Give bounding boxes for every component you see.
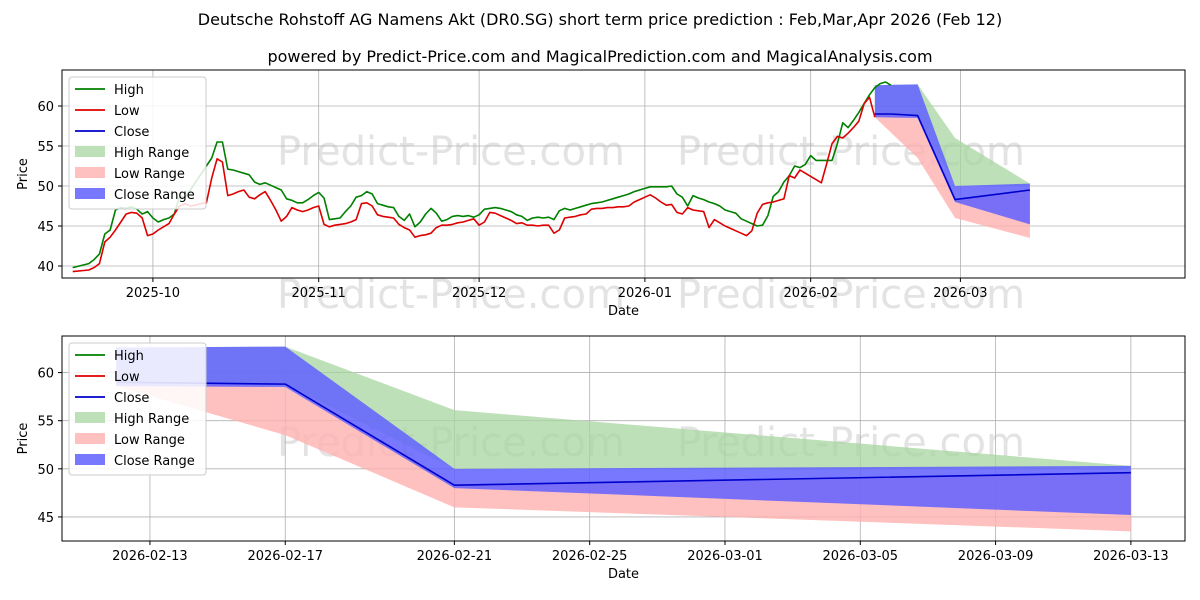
high-series-line — [72, 81, 892, 269]
y-tick-label: 60 — [37, 100, 54, 115]
legend-swatch-high-range — [75, 146, 105, 157]
panel-1: Predict-Price.com Predict-Price.com Predic… — [16, 69, 1186, 319]
axes-frame — [61, 335, 1186, 542]
legend-label-close: Close — [114, 391, 149, 406]
legend-label-low: Low — [114, 370, 140, 385]
x-tick-label: 2025-11 — [292, 286, 346, 301]
x-tick-label: 2026-01 — [618, 286, 672, 301]
legend-label-high: High — [114, 349, 144, 364]
x-tick-label: 2025-10 — [126, 286, 180, 301]
legend-swatch-close-range — [75, 454, 105, 465]
y-tick-label: 45 — [37, 220, 54, 235]
x-axis-label: Date — [608, 567, 639, 582]
y-tick-label: 60 — [37, 367, 54, 382]
x-tick-label: 2026-02-21 — [417, 549, 493, 564]
x-tick-label: 2026-03-05 — [822, 549, 898, 564]
plot-area — [72, 81, 1031, 273]
y-tick-label: 40 — [37, 260, 54, 275]
x-tick-label: 2025-12 — [452, 286, 506, 301]
chart-title-line1: Deutsche Rohstoff AG Namens Akt (DR0.SG)… — [198, 10, 1002, 29]
y-tick-label: 50 — [37, 463, 54, 478]
legend-swatch-low-range — [75, 433, 105, 444]
legend-label-high-range: High Range — [114, 412, 189, 427]
panel-2: Predict-Price.comPredict-Price.com2026-0… — [16, 335, 1186, 582]
axes-frame — [61, 69, 1186, 279]
watermark-text: Predict-Price.com — [277, 272, 625, 318]
close-series-line — [874, 113, 1031, 201]
legend-label-low-range: Low Range — [114, 167, 185, 182]
x-tick-label: 2026-03-13 — [1093, 549, 1169, 564]
legend-label-low: Low — [114, 104, 140, 119]
y-tick-label: 55 — [37, 140, 54, 155]
legend-label-close: Close — [114, 125, 149, 140]
legend-label-close-range: Close Range — [114, 454, 195, 469]
y-axis-label: Price — [16, 423, 31, 455]
legend-label-high-range: High Range — [114, 146, 189, 161]
watermark-text: Predict-Price.com — [677, 272, 1025, 318]
close-range-band — [874, 84, 1030, 225]
chart-title-line2: powered by Predict-Price.com and Magical… — [267, 47, 932, 66]
y-tick-label: 55 — [37, 415, 54, 430]
x-tick-label: 2026-03-01 — [687, 549, 763, 564]
x-tick-label: 2026-03-09 — [958, 549, 1034, 564]
x-tick-label: 2026-02-17 — [247, 549, 323, 564]
legend-swatch-low-range — [75, 167, 105, 178]
x-tick-label: 2026-02 — [784, 286, 838, 301]
legend-swatch-close-range — [75, 188, 105, 199]
low-series-line — [72, 96, 876, 273]
x-tick-label: 2026-03 — [933, 286, 987, 301]
close-range-band — [116, 346, 1131, 516]
x-tick-label: 2026-02-25 — [552, 549, 628, 564]
legend: High Low Close High Range Low Range Close Ran… — [68, 76, 207, 210]
legend: High Low Close High Range Low Range Close Ran… — [68, 342, 207, 476]
x-axis-label: Date — [608, 304, 639, 319]
legend-label-low-range: Low Range — [114, 433, 185, 448]
y-tick-label: 45 — [37, 511, 54, 526]
legend-label-high: High — [114, 83, 144, 98]
y-axis-label: Price — [16, 158, 31, 190]
legend-swatch-high-range — [75, 412, 105, 423]
watermark-text: Predict-Price.com — [277, 129, 625, 175]
y-tick-label: 50 — [37, 180, 54, 195]
legend-label-close-range: Close Range — [114, 188, 195, 203]
x-tick-label: 2026-02-13 — [112, 549, 188, 564]
